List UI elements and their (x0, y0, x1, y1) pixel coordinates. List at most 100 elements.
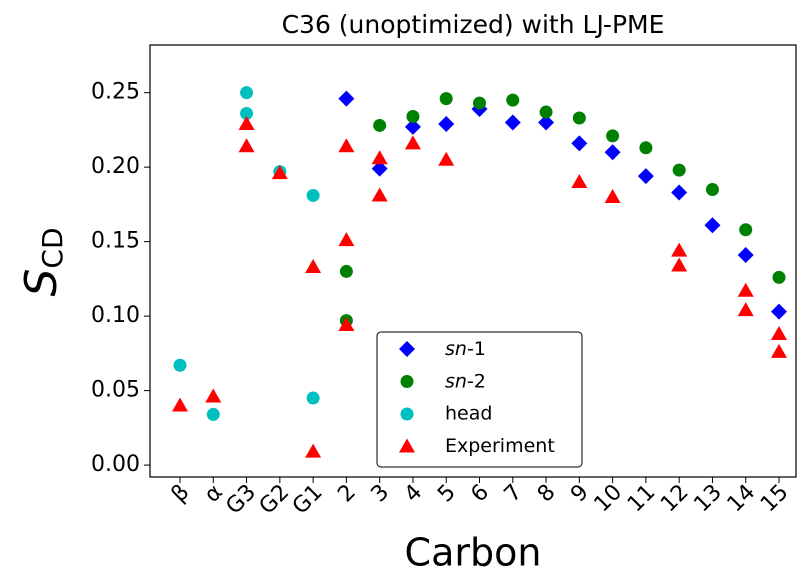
circle-marker (339, 264, 353, 278)
legend-label: head (445, 403, 492, 425)
circle-marker (739, 223, 753, 237)
triangle-marker (238, 138, 255, 153)
circle-marker (206, 407, 220, 421)
legend-label: Experiment (445, 435, 555, 457)
diamond-marker (404, 118, 421, 135)
triangle-marker (205, 388, 222, 403)
triangle-marker (771, 325, 787, 340)
diamond-marker (637, 168, 654, 185)
triangle-marker (571, 174, 588, 189)
circle-marker (473, 96, 486, 110)
triangle-marker (404, 135, 421, 150)
x-tick-label: 4 (400, 480, 428, 508)
triangle-marker (671, 242, 688, 257)
y-tick-label: 0.05 (91, 378, 140, 403)
x-tick-label: 3 (367, 480, 395, 508)
x-tick-label: 8 (533, 480, 561, 508)
x-tick-label: 11 (623, 480, 660, 517)
circle-marker (240, 86, 254, 100)
triangle-marker (305, 258, 322, 273)
circle-marker (306, 391, 320, 405)
legend-label-rest: -1 (467, 338, 486, 360)
plot-frame (149, 44, 797, 478)
circle-marker (406, 110, 420, 124)
x-tick-label: 7 (500, 480, 528, 508)
triangle-marker (338, 232, 355, 247)
diamond-marker (338, 90, 355, 107)
triangle-marker (338, 317, 355, 332)
y-tick-label: 0.20 (91, 154, 140, 179)
diamond-marker (571, 135, 588, 152)
triangle-marker (671, 257, 688, 272)
triangle-marker (238, 115, 255, 130)
triangle-marker (271, 165, 288, 180)
circle-marker (373, 118, 387, 132)
legend-label: sn-1 (445, 338, 486, 360)
y-axis-label-main: S (16, 269, 67, 297)
circle-marker (606, 129, 620, 143)
circle-marker (439, 92, 453, 106)
x-tick-label: 2 (333, 480, 361, 508)
x-tick-label: 5 (433, 480, 461, 508)
circle-marker (400, 407, 414, 421)
triangle-marker (338, 138, 355, 153)
triangle-marker (604, 188, 621, 203)
circle-marker (672, 163, 686, 177)
legend-label-italic: sn (445, 338, 467, 360)
circle-marker (705, 182, 719, 196)
circle-marker (306, 188, 320, 202)
y-tick-label: 0.00 (91, 452, 140, 477)
x-tick-label: 12 (656, 480, 693, 517)
x-tick-label: 6 (466, 480, 494, 508)
diamond-marker (737, 247, 754, 264)
circle-marker (240, 107, 254, 121)
triangle-marker (737, 282, 754, 297)
y-tick-label: 0.15 (91, 229, 140, 254)
x-tick-label: 10 (590, 480, 627, 517)
y-tick-label: 0.10 (91, 303, 140, 328)
diamond-marker (399, 341, 415, 357)
x-tick-label: β (167, 480, 195, 508)
circle-marker (400, 375, 414, 388)
diamond-marker (771, 303, 787, 320)
x-tick-label: G2 (255, 480, 295, 520)
legend-label: sn-2 (445, 370, 486, 392)
triangle-marker (438, 151, 455, 166)
triangle-marker (305, 443, 322, 458)
y-tick-label: 0.25 (91, 80, 140, 105)
triangle-marker (399, 438, 415, 453)
diamond-marker (704, 217, 721, 234)
x-tick-label: 15 (756, 480, 793, 517)
circle-marker (639, 141, 653, 155)
triangle-marker (172, 397, 188, 412)
chart-title: C36 (unoptimized) with LJ-PME (282, 10, 665, 39)
diamond-marker (504, 114, 521, 131)
legend-label-rest: -2 (467, 370, 486, 392)
x-axis-label: Carbon (405, 531, 542, 575)
x-tick-label: G3 (221, 480, 261, 520)
x-tick-label: 9 (566, 480, 594, 508)
diamond-marker (671, 184, 688, 201)
y-axis-label: SCD (16, 227, 69, 296)
circle-marker (173, 358, 187, 372)
legend-label-italic: sn (445, 370, 467, 392)
x-tick-label: 13 (689, 480, 726, 517)
x-tick-label: 14 (723, 480, 760, 517)
triangle-marker (371, 187, 388, 202)
circle-marker (772, 270, 786, 284)
y-axis-label-sub: CD (36, 227, 69, 268)
diamond-marker (438, 115, 455, 132)
circle-marker (506, 93, 520, 107)
diamond-marker (538, 114, 555, 131)
circle-marker (572, 111, 586, 125)
diamond-marker (371, 160, 388, 177)
triangle-marker (737, 302, 754, 317)
triangle-marker (771, 343, 787, 358)
x-tick-label: G1 (288, 480, 328, 520)
legend-box (376, 331, 583, 468)
diamond-marker (604, 144, 621, 161)
triangle-marker (371, 150, 388, 165)
circle-marker (539, 105, 553, 119)
